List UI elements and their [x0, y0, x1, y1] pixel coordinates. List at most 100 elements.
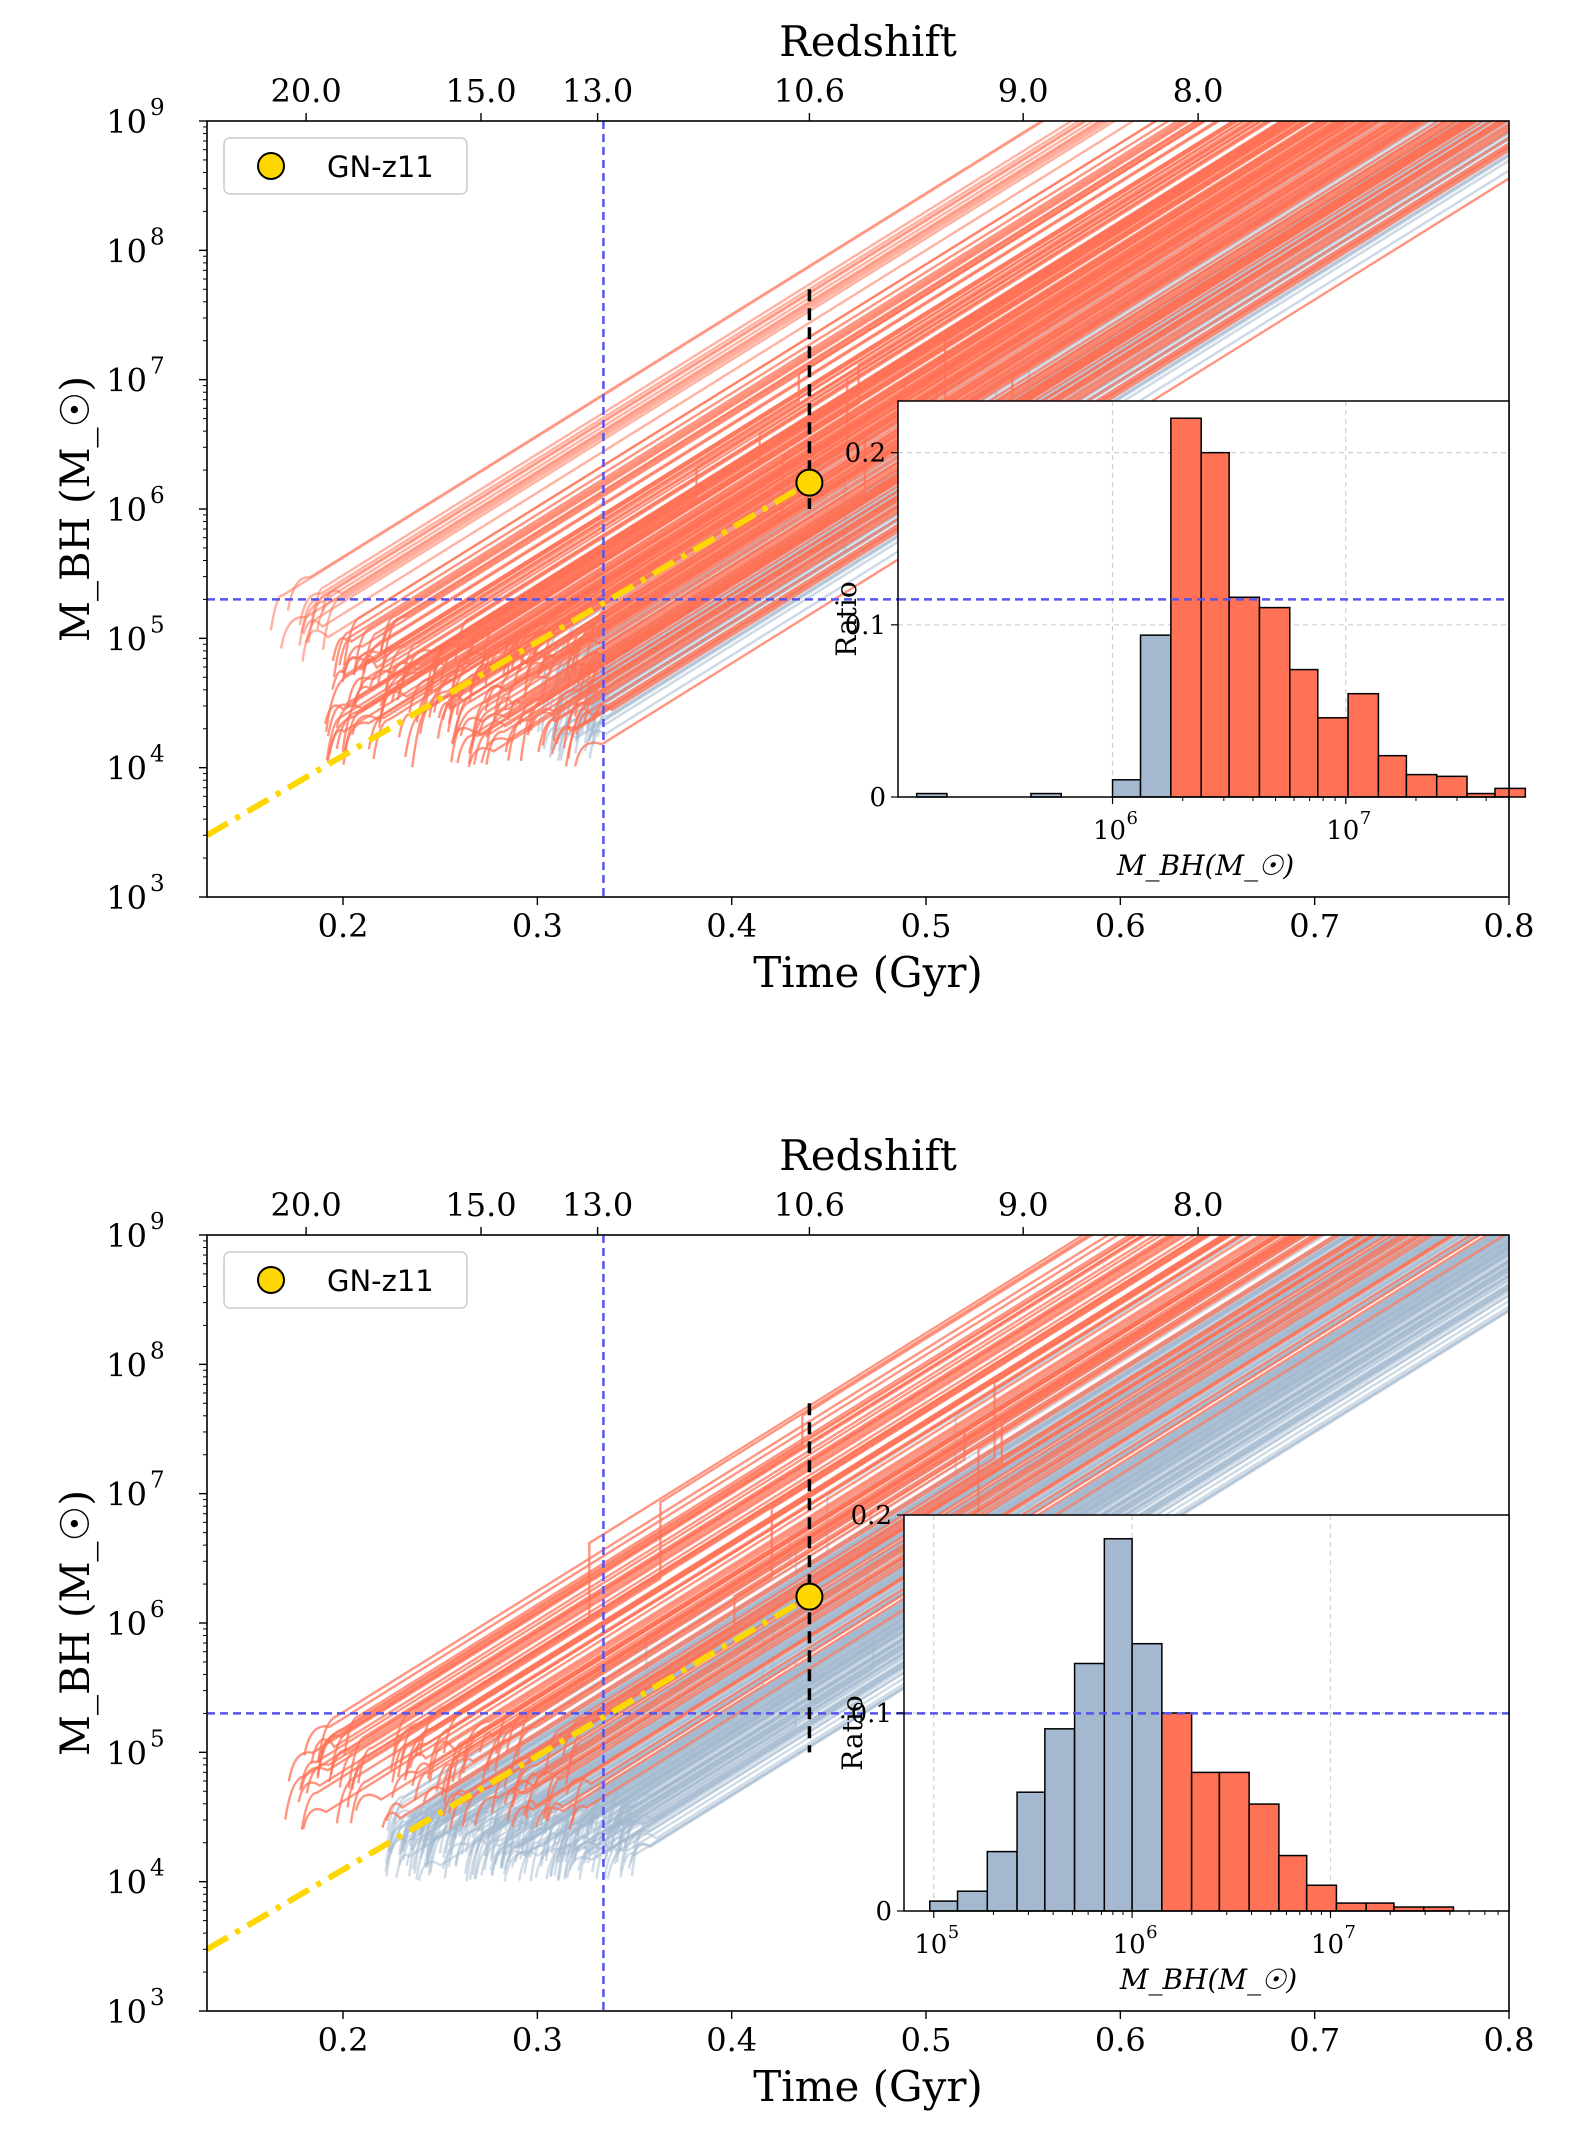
histogram-bar — [1365, 1902, 1395, 1912]
y-tick-exponent: 4 — [150, 1856, 165, 1882]
accepted-track — [555, 144, 1509, 745]
y-tick-label: 10 — [106, 1734, 147, 1772]
x-tick-label: 0.8 — [1484, 907, 1535, 945]
accepted-track — [522, 1235, 1454, 1817]
accepted-track — [494, 1235, 1309, 1772]
accepted-track — [325, 121, 1299, 761]
x-tick-label: 0.8 — [1484, 2021, 1535, 2059]
y-tick-exponent: 5 — [150, 1726, 165, 1752]
rejected-track — [631, 1305, 1509, 1850]
x-tick-label: 0.6 — [1095, 2021, 1146, 2059]
accepted-track — [481, 1235, 1321, 1783]
accepted-track — [562, 121, 1507, 749]
histogram-bar — [1139, 634, 1172, 798]
accepted-track — [287, 1235, 1145, 1782]
accepted-track — [347, 1235, 1172, 1789]
inset-x-tick-exponent: 6 — [1127, 808, 1138, 829]
accepted-track — [447, 1235, 1363, 1814]
accepted-track — [351, 1235, 1206, 1790]
y-tick-exponent: 8 — [150, 1338, 165, 1364]
y-tick-label: 10 — [106, 1864, 147, 1902]
legend-label: GN-z11 — [327, 1264, 434, 1298]
accepted-track — [485, 121, 1486, 765]
accepted-track — [446, 1235, 1278, 1789]
x-tick-label: 0.2 — [318, 2021, 369, 2059]
accepted-track — [298, 121, 1096, 646]
rejected-track — [449, 1235, 1402, 1855]
rejected-track — [610, 1271, 1509, 1846]
legend: GN-z11 — [223, 1251, 468, 1309]
accepted-track — [429, 121, 1292, 694]
y-tick-label: 10 — [106, 362, 147, 400]
histogram-bar — [1377, 754, 1408, 798]
rejected-track — [630, 1282, 1509, 1877]
redshift-axis-label: Redshift — [779, 17, 957, 66]
accepted-track — [586, 121, 1390, 657]
y-tick-label: 10 — [106, 491, 147, 529]
x-tick-label: 0.3 — [512, 2021, 563, 2059]
accepted-track — [552, 121, 1501, 742]
y-tick-label: 10 — [106, 1476, 147, 1514]
rejected-track — [586, 1261, 1509, 1864]
accepted-track — [471, 121, 1421, 736]
histogram-bar — [1305, 1884, 1338, 1912]
x-tick-label: 0.4 — [706, 907, 757, 945]
rejected-track — [617, 1250, 1509, 1851]
accepted-track — [467, 121, 1507, 768]
redshift-tick-label: 10.6 — [774, 72, 845, 110]
accepted-track — [391, 1235, 1283, 1799]
accepted-track — [310, 1235, 1095, 1765]
redshift-axis-label: Redshift — [779, 1131, 957, 1180]
accepted-track — [381, 1235, 1338, 1828]
inset-y-tick-label: 0.2 — [851, 1501, 892, 1531]
rejected-track — [563, 1246, 1509, 1880]
accepted-track — [515, 121, 1369, 659]
y-tick-label: 10 — [106, 879, 147, 917]
accepted-track — [468, 121, 1324, 765]
accepted-track — [326, 121, 1312, 763]
y-tick-exponent: 3 — [150, 871, 165, 897]
accepted-track — [574, 177, 1509, 767]
gnz11-point — [795, 1582, 824, 1611]
inset-x-label: M_BH(M_☉) — [1119, 1963, 1297, 1996]
inset-x-tick-label: 10 — [1326, 816, 1359, 846]
accepted-track — [352, 121, 1286, 707]
accepted-track — [565, 1235, 1474, 1795]
y-tick-exponent: 4 — [150, 742, 165, 768]
histogram-bar — [1016, 1791, 1046, 1912]
accepted-track — [511, 1235, 1457, 1827]
y-tick-exponent: 6 — [150, 1597, 165, 1623]
accepted-track — [477, 121, 1370, 736]
x-tick-label: 0.6 — [1095, 907, 1146, 945]
inset-x-tick-exponent: 7 — [1360, 808, 1371, 829]
accepted-track — [551, 121, 1495, 721]
histogram-bar — [1073, 1662, 1106, 1912]
accepted-track — [305, 1235, 1181, 1794]
inset-x-tick-exponent: 7 — [1344, 1922, 1355, 1943]
redshift-tick-label: 13.0 — [562, 72, 633, 110]
rejected-track — [417, 1235, 1454, 1881]
y-tick-exponent: 3 — [150, 1985, 165, 2011]
histogram-bar — [929, 1900, 959, 1912]
growth-tracks — [284, 1235, 1509, 1882]
legend: GN-z11 — [223, 137, 468, 195]
rejected-track — [397, 1235, 1349, 1856]
histogram-bar — [956, 1890, 989, 1912]
y-tick-label: 10 — [106, 232, 147, 270]
y-tick-label: 10 — [106, 1217, 147, 1255]
accepted-track — [331, 121, 1236, 690]
histogram-bar — [1405, 773, 1438, 798]
inset-y-label: Ratio — [830, 581, 863, 656]
histogram-bar — [1103, 1538, 1133, 1912]
accepted-track — [562, 1235, 1362, 1757]
y-tick-label: 10 — [106, 1346, 147, 1384]
y-tick-exponent: 7 — [150, 354, 165, 380]
accepted-track — [524, 121, 1431, 677]
redshift-tick-label: 10.6 — [774, 1186, 845, 1224]
histogram-bar — [986, 1850, 1018, 1912]
redshift-tick-label: 13.0 — [562, 1186, 633, 1224]
accepted-track — [354, 1235, 1289, 1811]
rejected-track — [514, 1235, 1502, 1862]
y-tick-exponent: 9 — [150, 1209, 165, 1235]
rejected-track — [423, 1235, 1380, 1867]
